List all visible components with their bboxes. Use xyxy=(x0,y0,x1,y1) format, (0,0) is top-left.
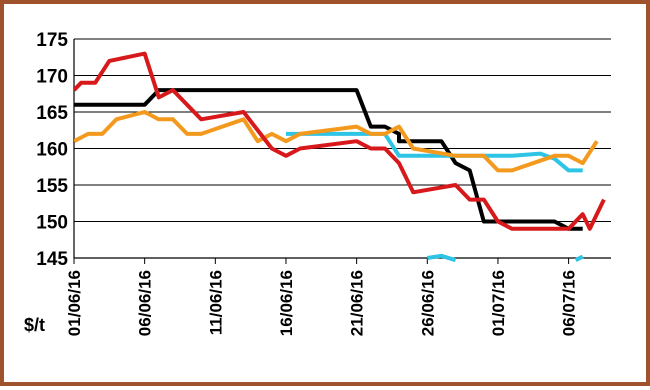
series-line-3 xyxy=(574,254,584,262)
x-tick-label: 16/06/16 xyxy=(277,270,296,336)
y-tick-label: 170 xyxy=(36,67,68,88)
x-tick-label: 06/07/16 xyxy=(560,270,579,336)
y-tick-label: 145 xyxy=(36,249,68,270)
x-tick-label: 21/06/16 xyxy=(348,270,367,336)
axes xyxy=(73,39,611,264)
x-tick-label: 01/07/16 xyxy=(489,270,508,336)
x-tick-label: 01/06/16 xyxy=(65,270,84,336)
x-tick-label: 11/06/16 xyxy=(206,270,225,335)
y-tick-label: 175 xyxy=(36,30,68,51)
y-tick-label: 165 xyxy=(36,103,68,124)
series-line-0 xyxy=(74,88,583,231)
y-tick-label: 155 xyxy=(36,176,68,197)
series-lines xyxy=(74,51,606,263)
y-axis-label: $/t xyxy=(24,315,45,335)
y-tick-label: 160 xyxy=(36,140,68,161)
y-tick-label: 150 xyxy=(36,213,68,234)
line-chart: 145 150 155 160 165 170 175 01/06/16 06/06/16 11… xyxy=(24,30,611,336)
x-tick-labels: 01/06/16 06/06/16 11/06/16 16/06/16 21/06/16… xyxy=(65,270,579,336)
series-line-1 xyxy=(286,131,583,173)
x-tick-label: 26/06/16 xyxy=(418,270,437,336)
series-line-4 xyxy=(74,110,599,173)
x-tick-label: 06/06/16 xyxy=(136,270,155,336)
series-line-2 xyxy=(426,253,457,263)
series-line-5 xyxy=(74,51,606,231)
y-tick-labels: 145 150 155 160 165 170 175 xyxy=(36,30,68,270)
